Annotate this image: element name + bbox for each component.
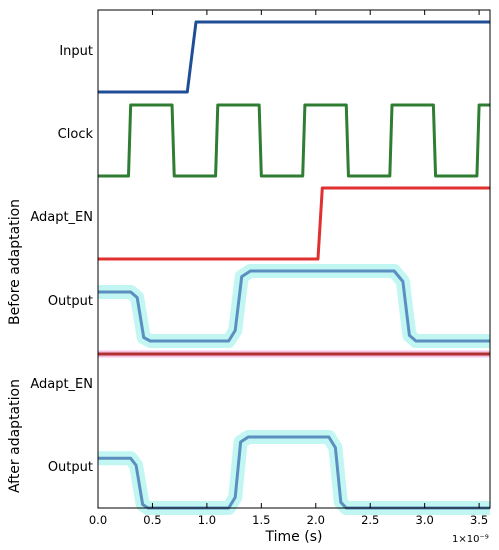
x-axis-label: Time (s) [265, 529, 323, 545]
x-axis-multiplier: 1×10⁻⁹ [452, 534, 489, 545]
x-tick-label: 1.0 [198, 513, 216, 527]
adapt-en-after-label: Adapt_EN [30, 377, 93, 392]
x-axis: 0.0 0.5 1.0 1.5 2.0 2.5 3.0 3.5 [89, 10, 488, 527]
x-tick-label: 3.5 [470, 513, 488, 527]
output-before-line [98, 269, 490, 343]
clock-before-line [98, 103, 490, 178]
adapt-en-before-label: Adapt_EN [30, 210, 93, 225]
output-after-label: Output [48, 460, 93, 475]
signal-labels: Input Clock Adapt_EN Output Adapt_EN Output [30, 44, 93, 475]
x-tick-label: 1.5 [252, 513, 270, 527]
input-before-line [98, 20, 490, 94]
x-tick-label: 2.5 [361, 513, 379, 527]
clock-before-label: Clock [58, 127, 94, 142]
adapt-en-before-line [98, 186, 490, 261]
x-tick-label: 0.5 [143, 513, 161, 527]
output-before-envelope [98, 264, 490, 348]
group-label-after: After adaptation [7, 379, 23, 493]
output-before-label: Output [48, 294, 93, 309]
series-layer [98, 20, 490, 510]
group-label-before: Before adaptation [7, 199, 23, 325]
output-envelope-layer [98, 264, 490, 515]
output-after-line [98, 435, 490, 510]
output-after-envelope [98, 430, 490, 515]
input-before-label: Input [59, 44, 93, 59]
plot-frame [97, 9, 491, 509]
x-tick-label: 3.0 [416, 513, 434, 527]
x-tick-label: 0.0 [89, 513, 107, 527]
x-tick-label: 2.0 [307, 513, 325, 527]
